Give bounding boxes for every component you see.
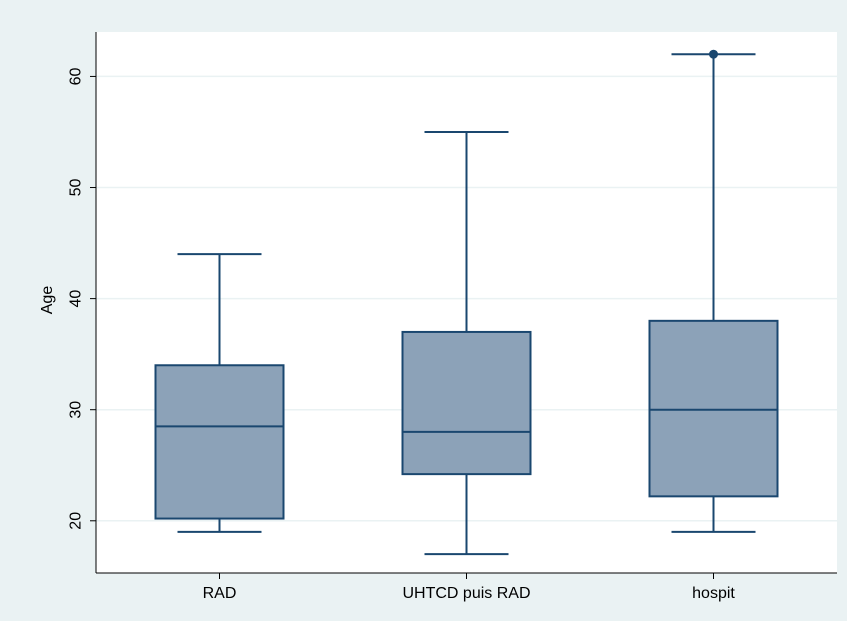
x-tick-label-hospit: hospit — [692, 585, 735, 602]
iqr-box-uhtcd-puis-rad — [403, 332, 531, 474]
outlier-point-hospit-0 — [709, 50, 718, 59]
iqr-box-hospit — [650, 321, 778, 497]
y-tick-label-20: 20 — [68, 512, 85, 530]
x-tick-label-uhtcd-puis-rad: UHTCD puis RAD — [402, 585, 530, 602]
y-axis-label: Age — [39, 286, 56, 315]
y-tick-label-60: 60 — [68, 67, 85, 85]
y-tick-label-40: 40 — [68, 290, 85, 308]
iqr-box-rad — [156, 365, 284, 518]
y-tick-label-30: 30 — [68, 401, 85, 419]
y-tick-label-50: 50 — [68, 179, 85, 197]
x-tick-label-rad: RAD — [203, 585, 237, 602]
